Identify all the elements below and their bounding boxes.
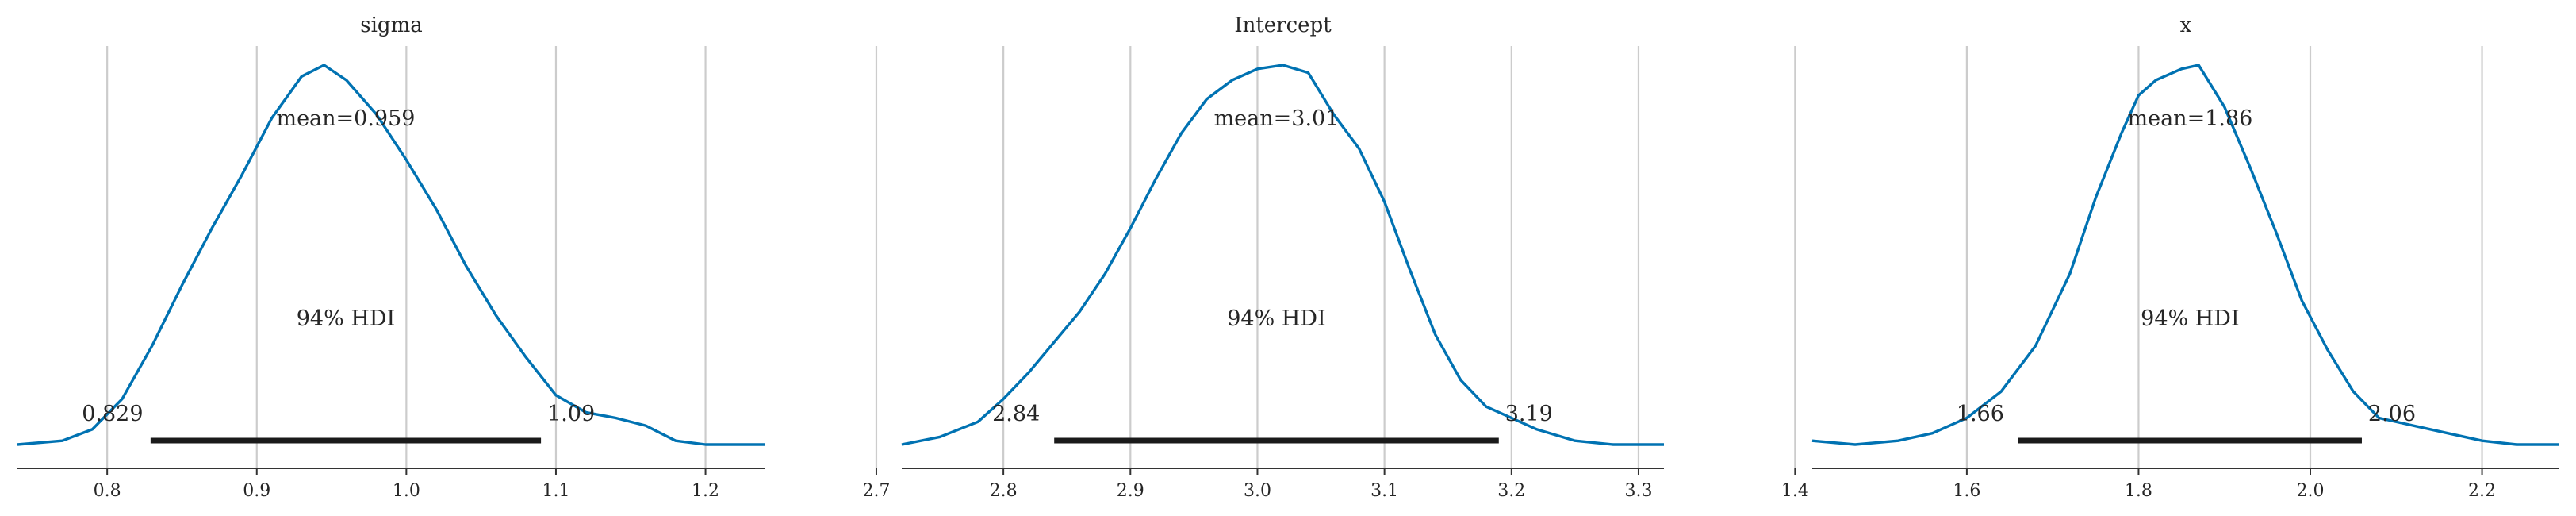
panel-sigma: 0.8 0.9 1.0 1.1 1.2 sigma mean=0.959 94% HDI 0.8… [17, 13, 765, 501]
hdi-high-value: 3.19 [1505, 402, 1553, 426]
hdi-low-value: 0.829 [82, 402, 143, 426]
x-tick-label: 2.2 [2468, 481, 2496, 501]
x-tick-label: 2.8 [990, 481, 1018, 501]
x-tick-label: 1.1 [542, 481, 569, 501]
x-tick-label: 1.6 [1953, 481, 1980, 501]
x-tick-label: 3.2 [1497, 481, 1525, 501]
x-tick-label: 1.4 [1781, 481, 1809, 501]
density-curve [901, 64, 1664, 446]
density-curve [17, 64, 765, 446]
x-tick-label: 1.8 [2125, 481, 2152, 501]
mean-label: mean=3.01 [1214, 106, 1340, 131]
hdi-label: 94% HDI [297, 306, 395, 331]
hdi-label: 94% HDI [1227, 306, 1325, 331]
x-tick-label: 3.1 [1370, 481, 1398, 501]
panel-intercept: 2.7 2.8 2.9 3.0 3.1 3.2 3.3 Intercept mean=3.01 9… [862, 13, 1664, 501]
x-tick-label: 3.0 [1244, 481, 1271, 501]
x-tick-label: 2.0 [2297, 481, 2325, 501]
density-curve [1811, 64, 2559, 446]
x-tick-label: 0.8 [94, 481, 121, 501]
mean-label: mean=1.86 [2128, 106, 2253, 131]
x-tick-label: 0.9 [243, 481, 270, 501]
panel-x: 1.4 1.6 1.8 2.0 2.2 x mean=1.86 94% HDI 1.66 2.06 [1781, 13, 2559, 501]
panel-title: x [2180, 13, 2192, 37]
x-tick-label: 3.3 [1624, 481, 1652, 501]
panel-title: Intercept [1234, 13, 1332, 37]
mean-label: mean=0.959 [276, 106, 415, 131]
x-tick-label: 2.7 [862, 481, 890, 501]
hdi-label: 94% HDI [2141, 306, 2239, 331]
hdi-high-value: 1.09 [547, 402, 595, 426]
x-tick-label: 1.2 [692, 481, 719, 501]
x-tick-label: 1.0 [393, 481, 420, 501]
hdi-low-value: 2.84 [992, 402, 1040, 426]
hdi-low-value: 1.66 [1957, 402, 2004, 426]
x-tick-label: 2.9 [1117, 481, 1144, 501]
panel-title: sigma [360, 13, 422, 37]
hdi-high-value: 2.06 [2368, 402, 2416, 426]
